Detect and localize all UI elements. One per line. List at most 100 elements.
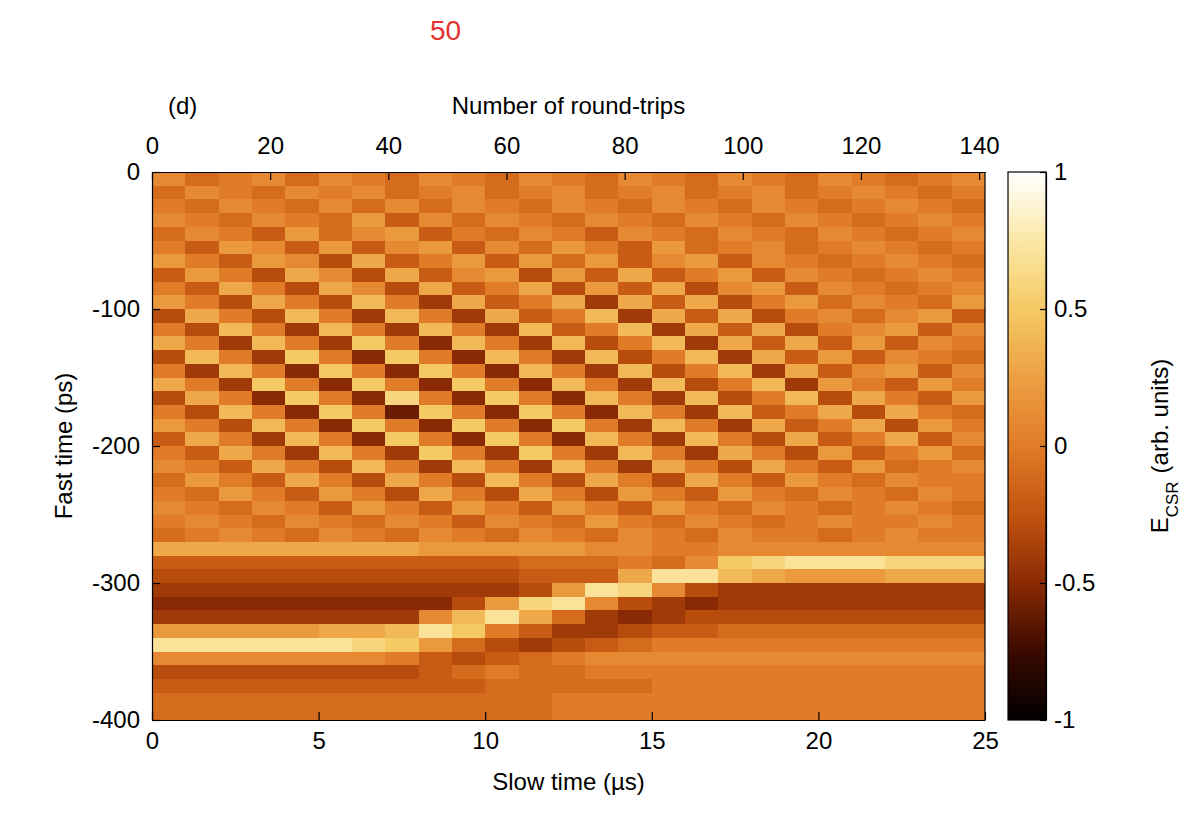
cell (785, 186, 819, 200)
cell (618, 638, 652, 652)
tick-label: 0 (1054, 432, 1067, 459)
cell (485, 432, 519, 446)
cell (885, 295, 919, 309)
cell (552, 364, 586, 378)
cell (785, 364, 819, 378)
cell (918, 391, 952, 405)
cell (585, 569, 619, 583)
cell (818, 295, 852, 309)
cell (352, 186, 386, 200)
cell (519, 446, 553, 460)
cell (319, 254, 353, 268)
cell (885, 473, 919, 487)
cell (685, 515, 719, 529)
cell (785, 391, 819, 405)
cell (818, 569, 852, 583)
cell (718, 624, 752, 638)
cell (918, 419, 952, 433)
cell (385, 309, 419, 323)
cell (752, 569, 786, 583)
cell (152, 501, 186, 515)
cell (618, 542, 652, 556)
cell (685, 391, 719, 405)
cell (752, 693, 786, 707)
cell (852, 652, 886, 666)
cell (552, 227, 586, 241)
cell (752, 487, 786, 501)
cell (485, 364, 519, 378)
cell (785, 241, 819, 255)
cell (485, 227, 519, 241)
cell (352, 679, 386, 693)
cell (385, 405, 419, 419)
cell (219, 378, 253, 392)
cell (652, 501, 686, 515)
cell (319, 391, 353, 405)
cell (152, 199, 186, 213)
cell (752, 213, 786, 227)
cell (852, 309, 886, 323)
cell (885, 213, 919, 227)
cell (818, 432, 852, 446)
cell (152, 268, 186, 282)
cell (452, 569, 486, 583)
cell (885, 693, 919, 707)
cell (452, 172, 486, 186)
cell (952, 487, 985, 501)
cell (952, 350, 985, 364)
cell (652, 693, 686, 707)
cell (519, 419, 553, 433)
cell (385, 199, 419, 213)
cell (918, 323, 952, 337)
cell (718, 487, 752, 501)
cell (918, 652, 952, 666)
cell (252, 268, 286, 282)
cell (652, 487, 686, 501)
cell (219, 624, 253, 638)
cell (952, 199, 985, 213)
cell (352, 309, 386, 323)
cell (685, 419, 719, 433)
cell (752, 378, 786, 392)
cell (219, 336, 253, 350)
cell (252, 542, 286, 556)
cell (718, 706, 752, 720)
cell (552, 610, 586, 624)
cell (885, 323, 919, 337)
cell (785, 419, 819, 433)
cell (452, 336, 486, 350)
cell (618, 364, 652, 378)
cell (219, 241, 253, 255)
cell (352, 432, 386, 446)
cell (652, 227, 686, 241)
cell (452, 378, 486, 392)
cell (585, 405, 619, 419)
cell (352, 569, 386, 583)
cell (585, 391, 619, 405)
cell (152, 241, 186, 255)
cell (252, 295, 286, 309)
cell (285, 583, 319, 597)
cell (452, 501, 486, 515)
cell (618, 295, 652, 309)
cell (319, 323, 353, 337)
cell (219, 706, 253, 720)
cell (818, 665, 852, 679)
cell (652, 515, 686, 529)
cell (852, 186, 886, 200)
cell (552, 172, 586, 186)
cell (285, 241, 319, 255)
cell (885, 432, 919, 446)
cell (319, 364, 353, 378)
cell (519, 241, 553, 255)
cell (185, 378, 219, 392)
cell (385, 213, 419, 227)
cell (652, 473, 686, 487)
tick-mark (979, 172, 980, 180)
tick: -100 (92, 295, 160, 322)
cell (552, 706, 586, 720)
cell (519, 254, 553, 268)
cell (285, 323, 319, 337)
cell (152, 693, 186, 707)
cell (952, 323, 985, 337)
